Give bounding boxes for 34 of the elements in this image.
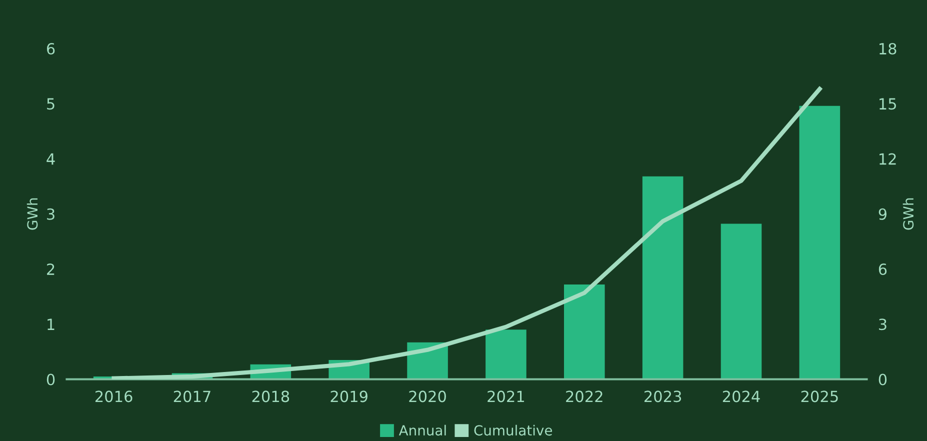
x-tick-label: 2022 (566, 390, 602, 402)
x-tick-label: 2017 (174, 390, 210, 402)
y2-tick-label: 0 (878, 374, 887, 386)
bar (642, 176, 684, 380)
y-tick-label: 0 (46, 374, 55, 386)
legend-label: Cumulative (474, 424, 552, 436)
bar (720, 224, 762, 380)
y-tick-label: 5 (47, 98, 54, 110)
bar (564, 284, 605, 380)
bar (486, 330, 526, 380)
x-tick-label: 2021 (488, 390, 524, 402)
y2-axis-title: GWh (902, 198, 914, 230)
x-tick-label: 2024 (722, 390, 760, 402)
x-tick-label: 2016 (95, 390, 132, 402)
y2-tick-label: 9 (878, 208, 886, 220)
x-tick-label: 2025 (801, 390, 838, 402)
x-tick-label: 2018 (252, 390, 290, 402)
bar (799, 106, 840, 380)
y-axis-title: GWh (26, 198, 38, 230)
y2-tick-label: 15 (880, 98, 896, 110)
y-tick-label: 3 (47, 208, 54, 220)
y-tick-label: 4 (46, 153, 55, 165)
y2-tick-label: 12 (880, 153, 896, 165)
legend-label: Annual (398, 424, 446, 436)
y2-tick-label: 6 (878, 263, 887, 276)
y-tick-label: 6 (46, 42, 55, 55)
y-tick-label: 2 (47, 263, 54, 275)
x-tick-label: 2020 (409, 390, 446, 402)
line-series (112, 86, 822, 380)
x-tick-label: 2019 (330, 390, 368, 402)
y2-tick-label: 3 (879, 318, 886, 330)
y2-tick-label: 18 (880, 42, 896, 55)
y-tick-label: 1 (48, 318, 54, 330)
x-tick-label: 2023 (644, 390, 682, 402)
